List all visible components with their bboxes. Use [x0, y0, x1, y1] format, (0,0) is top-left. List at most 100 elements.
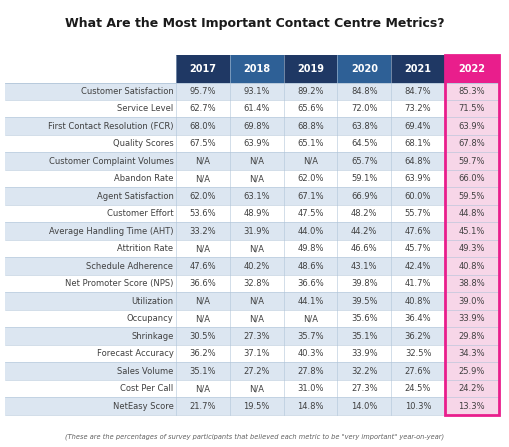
- Text: Forecast Accuracy: Forecast Accuracy: [96, 349, 173, 358]
- Text: 40.2%: 40.2%: [243, 261, 269, 270]
- Text: 63.9%: 63.9%: [243, 139, 269, 148]
- Text: 55.7%: 55.7%: [404, 209, 431, 218]
- Text: 39.0%: 39.0%: [458, 297, 484, 306]
- Text: 62.7%: 62.7%: [189, 104, 216, 113]
- Text: 66.9%: 66.9%: [350, 192, 377, 201]
- Text: 40.8%: 40.8%: [404, 297, 431, 306]
- Text: 38.8%: 38.8%: [458, 279, 484, 288]
- Text: 72.0%: 72.0%: [350, 104, 377, 113]
- Text: 35.7%: 35.7%: [297, 332, 323, 341]
- Text: N/A: N/A: [195, 244, 210, 253]
- Text: 24.5%: 24.5%: [404, 384, 431, 393]
- Text: 63.8%: 63.8%: [350, 122, 377, 131]
- Text: 62.0%: 62.0%: [297, 174, 323, 183]
- Text: 62.0%: 62.0%: [189, 192, 216, 201]
- Text: 65.1%: 65.1%: [297, 139, 323, 148]
- Text: 19.5%: 19.5%: [243, 401, 269, 411]
- Text: Quality Scores: Quality Scores: [112, 139, 173, 148]
- Text: 33.2%: 33.2%: [189, 227, 216, 236]
- Text: Service Level: Service Level: [117, 104, 173, 113]
- Text: 93.1%: 93.1%: [243, 87, 269, 96]
- Text: 69.4%: 69.4%: [404, 122, 431, 131]
- Text: 67.1%: 67.1%: [297, 192, 323, 201]
- Text: Shrinkage: Shrinkage: [131, 332, 173, 341]
- Text: 48.2%: 48.2%: [350, 209, 377, 218]
- Text: 68.1%: 68.1%: [404, 139, 431, 148]
- Text: 61.4%: 61.4%: [243, 104, 269, 113]
- Text: 27.2%: 27.2%: [243, 367, 269, 375]
- Text: 36.6%: 36.6%: [189, 279, 216, 288]
- Text: 24.2%: 24.2%: [458, 384, 484, 393]
- Text: 35.6%: 35.6%: [350, 314, 377, 323]
- Text: 33.9%: 33.9%: [458, 314, 484, 323]
- Text: 45.7%: 45.7%: [404, 244, 431, 253]
- Text: 59.1%: 59.1%: [350, 174, 377, 183]
- Text: 14.8%: 14.8%: [297, 401, 323, 411]
- Text: 40.8%: 40.8%: [458, 261, 484, 270]
- Text: 29.8%: 29.8%: [458, 332, 484, 341]
- Text: 46.6%: 46.6%: [350, 244, 377, 253]
- Text: 63.1%: 63.1%: [243, 192, 269, 201]
- Text: 2019: 2019: [296, 63, 323, 73]
- Text: Cost Per Call: Cost Per Call: [120, 384, 173, 393]
- Text: 44.1%: 44.1%: [297, 297, 323, 306]
- Text: 69.8%: 69.8%: [243, 122, 269, 131]
- Text: 48.6%: 48.6%: [297, 261, 323, 270]
- Text: 2020: 2020: [350, 63, 377, 73]
- Text: 63.9%: 63.9%: [404, 174, 431, 183]
- Text: 2021: 2021: [404, 63, 431, 73]
- Text: 66.0%: 66.0%: [458, 174, 484, 183]
- Text: 35.1%: 35.1%: [350, 332, 377, 341]
- Text: 63.9%: 63.9%: [458, 122, 484, 131]
- Text: N/A: N/A: [302, 314, 317, 323]
- Text: Sales Volume: Sales Volume: [117, 367, 173, 375]
- Text: N/A: N/A: [195, 384, 210, 393]
- Text: 47.6%: 47.6%: [404, 227, 431, 236]
- Text: 89.2%: 89.2%: [297, 87, 323, 96]
- Text: 36.6%: 36.6%: [297, 279, 323, 288]
- Text: 45.1%: 45.1%: [458, 227, 484, 236]
- Text: NetEasy Score: NetEasy Score: [112, 401, 173, 411]
- Text: 59.5%: 59.5%: [458, 192, 484, 201]
- Text: 53.6%: 53.6%: [189, 209, 216, 218]
- Text: 32.2%: 32.2%: [350, 367, 377, 375]
- Text: Occupancy: Occupancy: [126, 314, 173, 323]
- Text: 33.9%: 33.9%: [350, 349, 377, 358]
- Text: 44.8%: 44.8%: [458, 209, 484, 218]
- Text: 59.7%: 59.7%: [458, 157, 484, 166]
- Text: 71.5%: 71.5%: [458, 104, 484, 113]
- Text: N/A: N/A: [249, 174, 264, 183]
- Text: 49.8%: 49.8%: [297, 244, 323, 253]
- Text: 65.6%: 65.6%: [297, 104, 323, 113]
- Text: 42.4%: 42.4%: [404, 261, 431, 270]
- Text: 21.7%: 21.7%: [189, 401, 216, 411]
- Text: Customer Complaint Volumes: Customer Complaint Volumes: [48, 157, 173, 166]
- Text: Abandon Rate: Abandon Rate: [114, 174, 173, 183]
- Text: 27.6%: 27.6%: [404, 367, 431, 375]
- Text: N/A: N/A: [195, 297, 210, 306]
- Text: 25.9%: 25.9%: [458, 367, 484, 375]
- Text: 43.1%: 43.1%: [350, 261, 377, 270]
- Text: Schedule Adherence: Schedule Adherence: [86, 261, 173, 270]
- Text: 35.1%: 35.1%: [189, 367, 216, 375]
- Text: N/A: N/A: [302, 157, 317, 166]
- Text: 32.8%: 32.8%: [243, 279, 269, 288]
- Text: 44.2%: 44.2%: [350, 227, 377, 236]
- Text: Customer Effort: Customer Effort: [106, 209, 173, 218]
- Text: 67.8%: 67.8%: [458, 139, 484, 148]
- Text: 44.0%: 44.0%: [297, 227, 323, 236]
- Text: 85.3%: 85.3%: [458, 87, 484, 96]
- Text: 68.8%: 68.8%: [297, 122, 323, 131]
- Text: 31.0%: 31.0%: [297, 384, 323, 393]
- Text: 36.4%: 36.4%: [404, 314, 431, 323]
- Text: 47.6%: 47.6%: [189, 261, 216, 270]
- Text: Average Handling Time (AHT): Average Handling Time (AHT): [49, 227, 173, 236]
- Text: 14.0%: 14.0%: [350, 401, 377, 411]
- Text: (These are the percentages of survey participants that believed each metric to b: (These are the percentages of survey par…: [65, 433, 444, 440]
- Text: 27.8%: 27.8%: [297, 367, 323, 375]
- Text: 84.7%: 84.7%: [404, 87, 431, 96]
- Text: 2018: 2018: [243, 63, 270, 73]
- Text: 27.3%: 27.3%: [243, 332, 269, 341]
- Text: 37.1%: 37.1%: [243, 349, 269, 358]
- Text: 68.0%: 68.0%: [189, 122, 216, 131]
